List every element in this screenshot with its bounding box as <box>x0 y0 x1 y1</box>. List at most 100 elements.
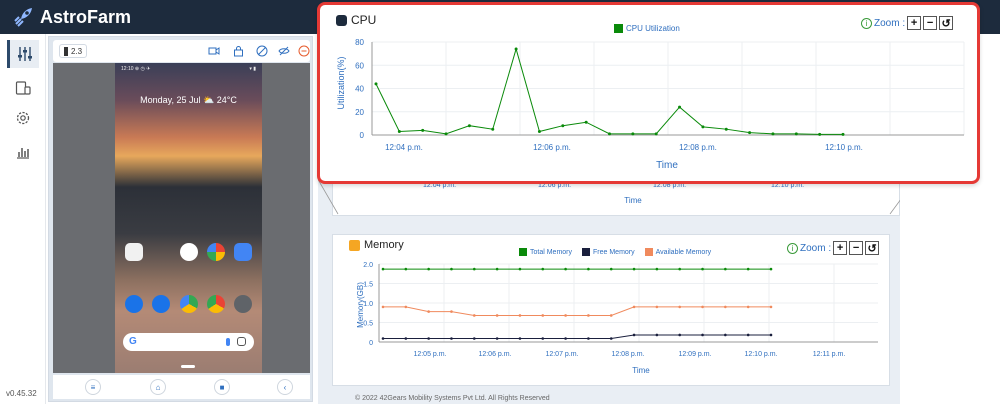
cpu-point-15 <box>724 127 728 131</box>
cpu-zoom-reset-button[interactable]: ↺ <box>939 16 954 30</box>
sidebar-item-settings[interactable] <box>7 104 39 132</box>
record-button[interactable] <box>206 43 222 59</box>
mem-series-line-1 <box>383 334 771 339</box>
mem-ytick-0: 0 <box>369 340 373 347</box>
mem-point-1-6 <box>518 337 522 340</box>
mem-point-0-2 <box>427 267 430 271</box>
devices-icon <box>15 81 31 95</box>
app-messages[interactable] <box>152 295 171 313</box>
mem-point-2-16 <box>746 305 750 309</box>
back-button[interactable]: ‹ <box>277 379 293 395</box>
sidebar-item-analytics[interactable] <box>7 138 39 166</box>
memory-zoom-label: Zoom : <box>800 242 832 254</box>
mem-point-2-15 <box>724 305 727 309</box>
app-phone[interactable] <box>125 295 143 313</box>
cpu-ylabel: Utilization(%) <box>336 56 346 109</box>
legend-free-memory[interactable]: Free Memory <box>582 248 635 256</box>
cpu-point-1 <box>397 130 401 134</box>
app-widget[interactable] <box>234 243 252 267</box>
lock-button[interactable] <box>230 43 246 59</box>
cpu-xtick-2: 12:08 p.m. <box>679 143 717 152</box>
cpu-zoom-in-button[interactable]: + <box>907 16 922 30</box>
sidebar-item-devices[interactable] <box>7 74 39 102</box>
hide-button[interactable] <box>276 43 292 59</box>
app-camera[interactable] <box>234 295 252 313</box>
cpu-point-3 <box>444 132 448 136</box>
cpu-point-2 <box>421 128 425 132</box>
app-title: AstroFarm <box>40 6 132 27</box>
cpu-ytick-0: 0 <box>360 131 365 140</box>
mem-point-1-7 <box>541 337 545 340</box>
mem-point-0-3 <box>450 267 453 271</box>
legend-total-label: Total Memory <box>530 248 573 256</box>
cpu-point-8 <box>561 124 565 128</box>
mem-point-0-6 <box>518 267 522 271</box>
app-play-store[interactable] <box>179 295 198 313</box>
app-assistant[interactable] <box>179 243 198 267</box>
mute-button[interactable] <box>254 43 270 59</box>
phone-screen[interactable]: 12:10 ⊕ ◷ ✈ ▾ ▮ Monday, 25 Jul ⛅ 24°C G <box>115 63 262 373</box>
memory-zoom-reset-button[interactable]: ↺ <box>865 241 880 255</box>
mem-point-1-3 <box>450 337 453 340</box>
app-photos[interactable] <box>206 243 225 267</box>
google-search-bar[interactable]: G <box>123 333 254 351</box>
mem-point-0-17 <box>769 267 773 271</box>
mem-ytick-2: 1.0 <box>363 301 373 308</box>
recents-button[interactable]: ■ <box>214 379 230 395</box>
sidebar-item-controls[interactable] <box>7 40 39 68</box>
gear-icon <box>16 111 30 125</box>
info-icon: i <box>861 17 872 29</box>
footer-copyright: © 2022 42Gears Mobility Systems Pvt Ltd.… <box>355 395 550 402</box>
mem-point-1-0 <box>381 337 385 340</box>
brand[interactable]: AstroFarm <box>12 5 131 29</box>
legend-free-label: Free Memory <box>593 248 635 256</box>
mem-point-2-12 <box>655 305 659 309</box>
memory-icon <box>349 239 360 251</box>
cpu-zoom-out-button[interactable]: − <box>923 16 938 30</box>
no-sound-icon <box>256 45 268 57</box>
device-screen-area: 12:10 ⊕ ◷ ✈ ▾ ▮ Monday, 25 Jul ⛅ 24°C G <box>53 63 310 373</box>
info-icon: i <box>787 242 798 254</box>
cpu-card: CPU CPU Utilization i Zoom : + − ↺ Utili… <box>317 2 980 184</box>
mem-series-line-2 <box>383 306 771 316</box>
cpu-point-0 <box>374 82 378 86</box>
memory-ylabel: Memory(GB) <box>356 282 365 328</box>
battery-value: 2.3 <box>71 46 83 56</box>
disconnect-button[interactable] <box>296 43 312 59</box>
cpu-ytick-1: 20 <box>355 108 364 117</box>
memory-zoom-in-button[interactable]: + <box>833 241 848 255</box>
battery-icon <box>64 46 68 56</box>
cpu-point-11 <box>631 132 635 136</box>
app-chrome[interactable] <box>206 295 225 313</box>
cpu-xtick-3: 12:10 p.m. <box>825 143 863 152</box>
mem-point-0-14 <box>701 267 704 271</box>
legend-swatch-cpu <box>614 24 623 33</box>
cpu-point-10 <box>608 132 611 136</box>
menu-button[interactable]: ≡ <box>85 379 101 395</box>
mem-point-0-1 <box>404 267 408 271</box>
mem-xtick-2: 12:07 p.m. <box>545 351 578 358</box>
mem-point-2-8 <box>564 314 567 317</box>
app-folder[interactable] <box>125 243 143 267</box>
mem-point-1-15 <box>724 333 727 337</box>
cpu-icon <box>336 14 347 26</box>
legend-swatch-available <box>644 248 653 256</box>
home-button[interactable]: ⌂ <box>150 379 166 395</box>
legend-available-memory[interactable]: Available Memory <box>644 248 711 256</box>
eye-off-icon <box>278 46 290 56</box>
rocket-logo-icon <box>14 8 32 27</box>
legend-total-memory[interactable]: Total Memory <box>519 248 572 256</box>
mem-point-0-16 <box>746 267 750 271</box>
status-time: 12:10 ⊕ ◷ ✈ <box>121 66 151 72</box>
version-label: v0.45.32 <box>6 389 37 398</box>
mem-point-2-10 <box>609 314 613 317</box>
mem-point-0-0 <box>381 267 385 271</box>
device-nav-bar: ≡ ⌂ ■ ‹ <box>53 375 310 399</box>
memory-zoom-out-button[interactable]: − <box>849 241 864 255</box>
mem-point-1-17 <box>769 333 773 337</box>
mem-xtick-5: 12:10 p.m. <box>744 351 777 358</box>
legend-cpu-utilization[interactable]: CPU Utilization <box>614 24 680 33</box>
home-icon: ⌂ <box>155 382 161 392</box>
mem-point-1-16 <box>746 333 750 337</box>
mem-ytick-4: 2.0 <box>363 262 373 269</box>
